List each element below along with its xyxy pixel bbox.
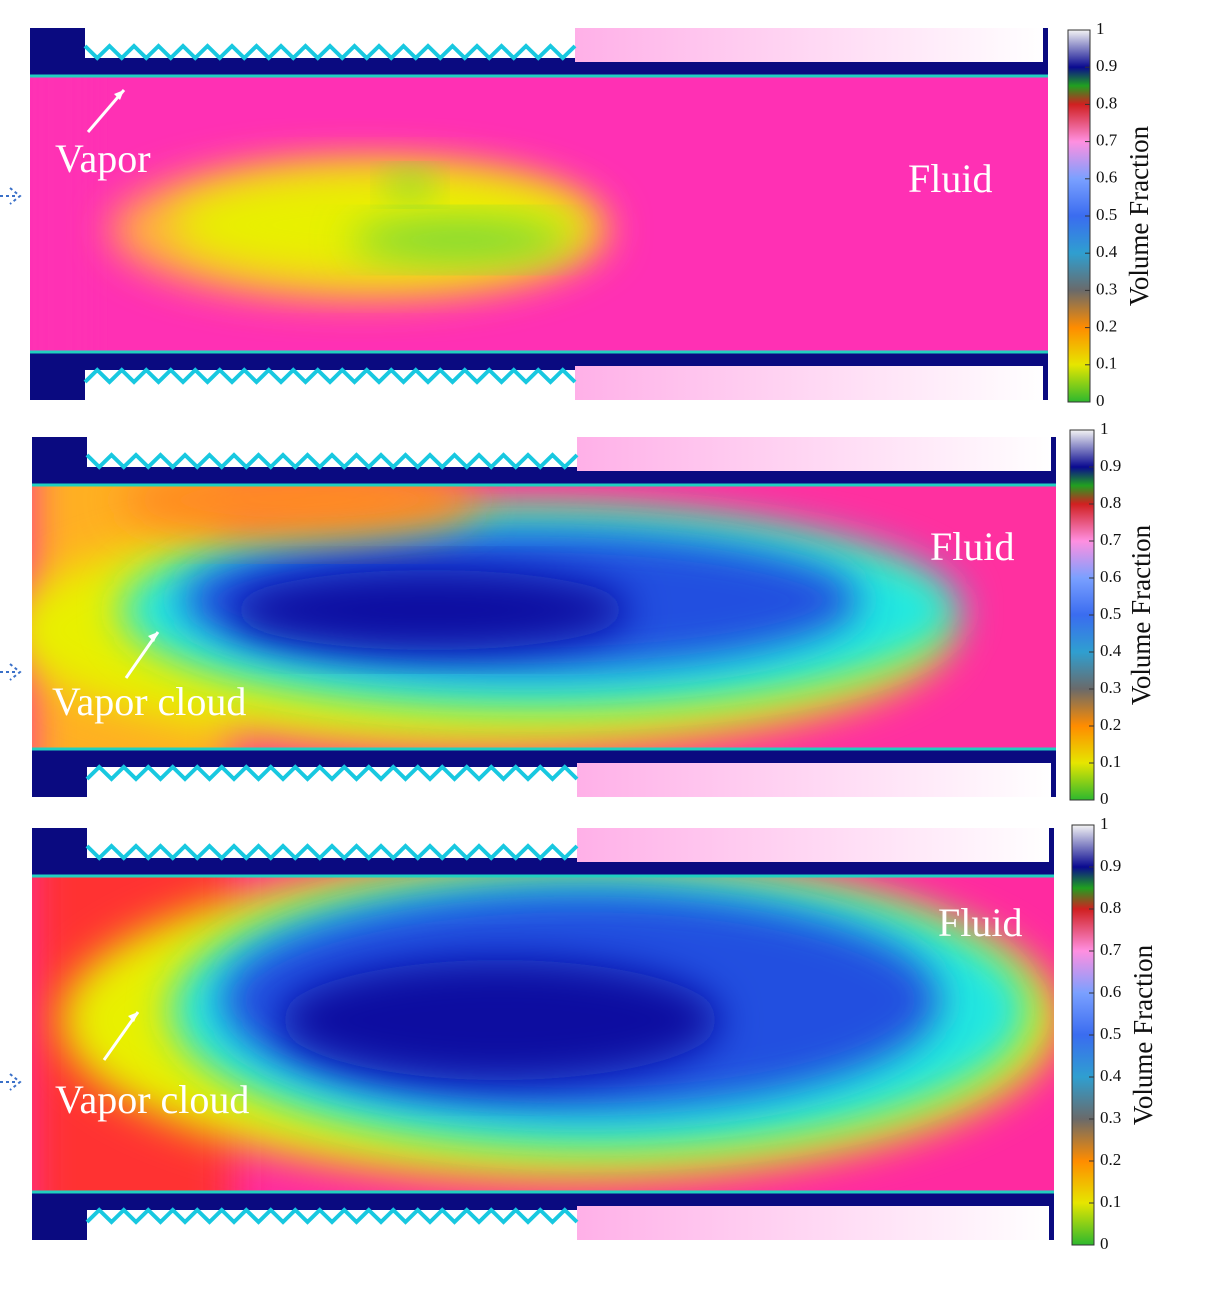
- wall-inner: [87, 828, 577, 858]
- colorbar-tick-label: 0.6: [1100, 567, 1121, 586]
- wall-inner: [85, 370, 575, 400]
- pointer-head: [128, 1012, 138, 1022]
- wall-teeth: [83, 367, 577, 385]
- colorbar-tick-label: 0.3: [1100, 1108, 1121, 1127]
- region-label: Vapor cloud: [52, 679, 246, 724]
- panel-field: [32, 437, 1056, 797]
- colorbar-tick-label: 0: [1100, 789, 1109, 808]
- vapor-blob: [230, 570, 630, 650]
- colorbar-tick-label: 0.7: [1100, 530, 1122, 549]
- colorbar-tick-label: 0.3: [1100, 678, 1121, 697]
- colorbar-tick-label: 0: [1100, 1234, 1109, 1253]
- vapor-blob: [350, 218, 570, 262]
- contour-fields: [30, 28, 1056, 1240]
- wall-inner: [85, 28, 575, 58]
- region-label: Vapor: [55, 136, 151, 181]
- colorbar-title: Volume Fraction: [1124, 125, 1154, 306]
- colorbar-tick-label: 0.5: [1100, 604, 1121, 623]
- wall-teeth: [85, 843, 579, 861]
- colorbar-tick-label: 0.8: [1096, 93, 1117, 112]
- colorbar-tick-label: 0.3: [1096, 279, 1117, 298]
- wall-inner: [87, 437, 577, 467]
- region-label: Fluid: [938, 900, 1022, 945]
- wall-inner: [87, 1210, 577, 1240]
- colorbar-tick-label: 0.6: [1100, 982, 1121, 1001]
- region-label: Fluid: [930, 524, 1014, 569]
- channel-white: [577, 1206, 1049, 1240]
- inlet-region: [30, 28, 90, 400]
- colorbar-tick-label: 0.9: [1096, 56, 1117, 75]
- colorbar-tick-label: 0.7: [1096, 131, 1118, 150]
- channel-white: [575, 366, 1043, 400]
- colorbar-tick-label: 0.8: [1100, 898, 1121, 917]
- inflow-arrow: [0, 187, 22, 205]
- colorbar-tick-label: 0.4: [1100, 641, 1122, 660]
- colorbar-title: Volume Fraction: [1126, 524, 1156, 705]
- colorbar-tick-label: 0.2: [1100, 715, 1121, 734]
- colorbar-tick-label: 0: [1096, 391, 1105, 410]
- region-label: Vapor cloud: [55, 1077, 249, 1122]
- wall-teeth: [83, 43, 577, 61]
- region-label: Fluid: [908, 156, 992, 201]
- colorbar-tick-label: 0.2: [1096, 317, 1117, 336]
- wall-inner: [87, 767, 577, 797]
- colorbar-tick-label: 0.5: [1096, 205, 1117, 224]
- colorbar-tick-label: 0.4: [1096, 242, 1118, 261]
- inflow-arrow: [0, 663, 22, 681]
- colorbar-tick-label: 1: [1100, 419, 1109, 438]
- colorbar-tick-label: 0.5: [1100, 1024, 1121, 1043]
- colorbar-tick-label: 1: [1096, 19, 1105, 38]
- panel-field: [32, 828, 1054, 1240]
- colorbar-tick-label: 0.2: [1100, 1150, 1121, 1169]
- colorbar-tick-label: 0.7: [1100, 940, 1122, 959]
- wall-teeth: [85, 764, 579, 782]
- colorbar-tick-label: 0.1: [1100, 1192, 1121, 1211]
- wall-teeth: [85, 452, 579, 470]
- colorbar-tick-label: 0.9: [1100, 856, 1121, 875]
- pointer-head: [114, 90, 124, 100]
- colorbar-title: Volume Fraction: [1128, 944, 1158, 1125]
- wall-teeth: [85, 1207, 579, 1225]
- colorbar-tick-label: 1: [1100, 814, 1109, 833]
- colorbar-tick-label: 0.8: [1100, 493, 1121, 512]
- colorbar-tick-label: 0.6: [1096, 168, 1117, 187]
- vapor-blob: [385, 170, 435, 200]
- annotations: Vapor Fluid 1 0.9 0.8 0.7 0.6 0.5 0.4 0.3 0.2 0.1 0 V…: [0, 19, 1158, 1253]
- colorbar-tick-label: 0.9: [1100, 456, 1121, 475]
- channel-white: [577, 437, 1051, 471]
- colorbar-tick-label: 0.1: [1100, 752, 1121, 771]
- inflow-arrow: [0, 1073, 22, 1091]
- vapor-blob: [280, 960, 720, 1080]
- colorbar-tick-label: 0.1: [1096, 354, 1117, 373]
- channel-white: [577, 828, 1049, 862]
- channel-white: [577, 763, 1051, 797]
- channel-white: [575, 28, 1043, 62]
- colorbar-tick-label: 0.4: [1100, 1066, 1122, 1085]
- panel-field: [30, 28, 1048, 400]
- pointer-head: [148, 632, 158, 642]
